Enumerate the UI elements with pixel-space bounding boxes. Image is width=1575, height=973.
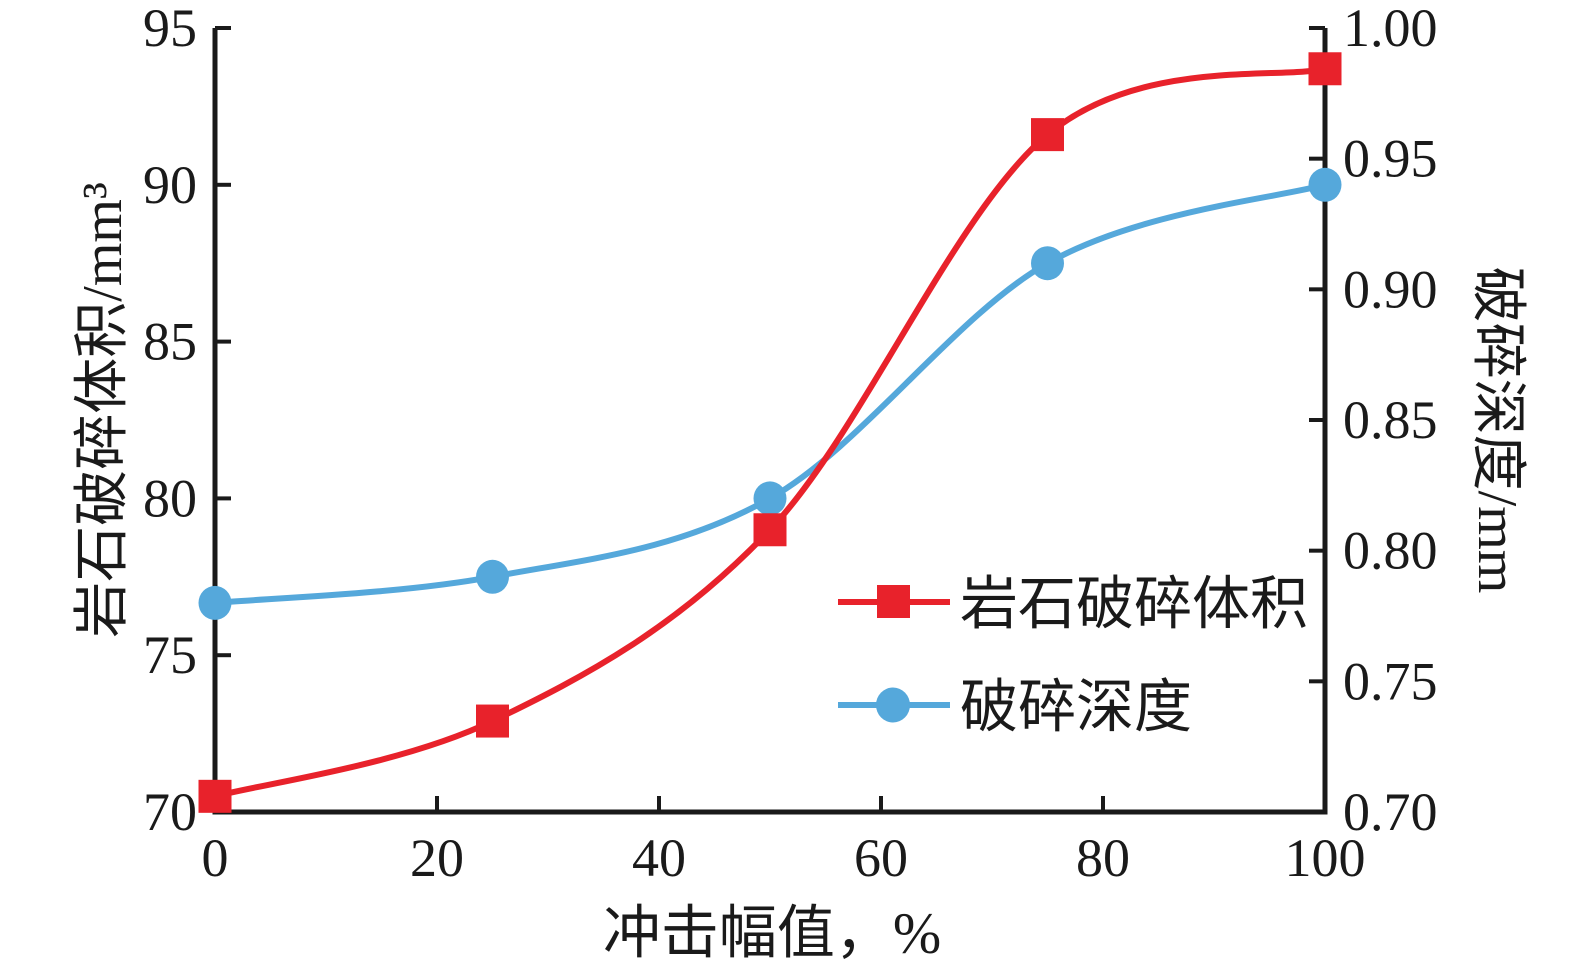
legend-label-crush-depth: 破碎深度 [960, 675, 1192, 740]
y-right-tick-label: 0.75 [1343, 651, 1438, 711]
y-left-tick-label: 95 [143, 0, 197, 58]
legend-marker-square-icon [877, 585, 910, 618]
series-crush-depth-marker [1308, 167, 1342, 202]
x-tick-label: 60 [854, 828, 908, 888]
y-right-tick-label: 0.95 [1343, 129, 1438, 189]
x-tick-label: 0 [202, 828, 229, 888]
y-left-tick-label: 90 [143, 155, 197, 215]
y-left-tick-label: 70 [143, 782, 197, 842]
legend-label-rock-volume: 岩石破碎体积 [960, 572, 1308, 637]
legend-marker-circle-icon [876, 687, 910, 723]
series-crush-depth-marker [476, 559, 509, 594]
legend: 岩石破碎体积 破碎深度 [838, 572, 1308, 740]
legend-item-crush-depth: 破碎深度 [838, 675, 1192, 740]
x-tick-label: 40 [632, 828, 686, 888]
y-right-tick-label: 0.70 [1343, 782, 1438, 842]
y-right-tick-label: 0.80 [1343, 521, 1438, 581]
series-rock-volume-marker [476, 704, 509, 738]
x-tick-label: 80 [1076, 828, 1130, 888]
y-right-tick-label: 0.85 [1343, 390, 1438, 450]
y-right-tick-label: 1.00 [1343, 0, 1438, 58]
x-axis-title: 冲击幅值，% [603, 901, 941, 966]
y-left-tick-label: 85 [143, 312, 197, 372]
series-crush-depth-marker [1031, 246, 1064, 281]
plot-area: 0 20 40 60 80 100 70 75 80 85 90 95 0.70 0.75 0.80 0.85… [143, 0, 1438, 888]
x-tick-label: 20 [410, 828, 464, 888]
series-crush-depth-marker [198, 585, 232, 620]
series-rock-volume-marker [198, 779, 232, 813]
legend-item-rock-volume: 岩石破碎体积 [838, 572, 1308, 637]
series-rock-volume-marker [1308, 52, 1342, 86]
right-axis-title: 破碎深度/mm [1466, 267, 1528, 594]
y-left-tick-label: 80 [143, 468, 197, 528]
y-right-tick-label: 0.90 [1343, 259, 1438, 319]
series-crush-depth-marker [753, 481, 787, 516]
left-axis-title: 岩石破碎体积/mm³ [72, 182, 134, 637]
x-tick-label: 100 [1285, 828, 1366, 888]
series-rock-volume-marker [1031, 118, 1064, 152]
series-rock-volume-marker [753, 513, 787, 547]
y-left-tick-label: 75 [143, 625, 197, 685]
